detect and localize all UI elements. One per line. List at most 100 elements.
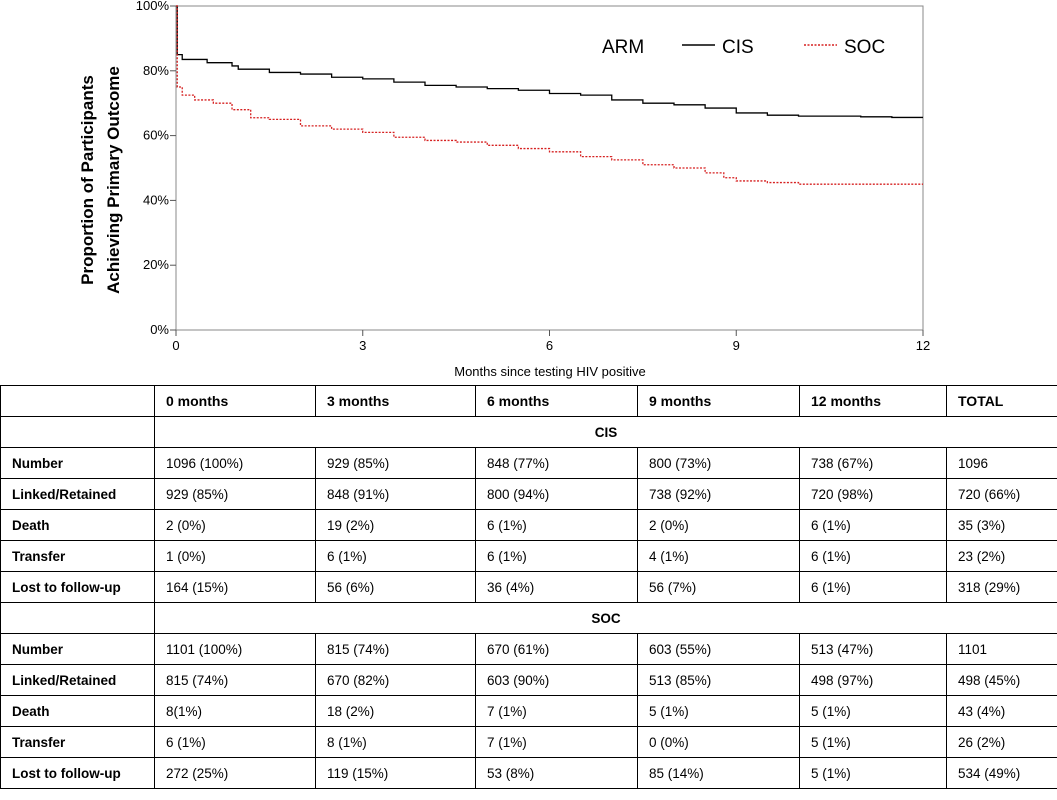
table-cell: 6 (1%) [475, 509, 638, 541]
table-cell: 498 (45%) [946, 664, 1057, 696]
row-label: Linked/Retained [0, 664, 155, 696]
table-cell: 815 (74%) [154, 664, 316, 696]
table-cell: 720 (66%) [946, 478, 1057, 510]
series-line-cis [176, 5, 923, 119]
chart-series [176, 5, 923, 185]
row-label: Transfer [0, 540, 155, 572]
table-cell: 1 (0%) [154, 540, 316, 572]
table-cell: 815 (74%) [315, 633, 476, 665]
column-header: 9 months [637, 385, 800, 417]
table-cell: 1101 (100%) [154, 633, 316, 665]
table-cell: 738 (67%) [799, 447, 947, 479]
column-header: 0 months [154, 385, 316, 417]
table-cell: 848 (91%) [315, 478, 476, 510]
x-tick-label: 12 [916, 338, 930, 353]
x-tick-label: 3 [359, 338, 366, 353]
table-cell: 26 (2%) [946, 726, 1057, 758]
table-cell: 36 (4%) [475, 571, 638, 603]
y-tick-label: 100% [136, 0, 170, 13]
row-label: Transfer [0, 726, 155, 758]
table-cell: 4 (1%) [637, 540, 800, 572]
table-cell: 498 (97%) [799, 664, 947, 696]
table-cell: 929 (85%) [315, 447, 476, 479]
x-tick-label: 0 [172, 338, 179, 353]
legend-title: ARM [602, 37, 644, 58]
y-tick-label: 0% [150, 322, 169, 337]
table-row: Transfer 6 (1%) 8 (1%) 7 (1%) 0 (0%) 5 (1%) 26… [0, 726, 1057, 758]
table-cell: 6 (1%) [799, 540, 947, 572]
group-spacer-cell [0, 602, 155, 634]
table-cell: 603 (90%) [475, 664, 638, 696]
table-cell: 1101 [946, 633, 1057, 665]
outcome-table: 0 months 3 months 6 months 9 months 12 month… [0, 385, 1057, 789]
table-cell: 8 (1%) [315, 726, 476, 758]
table-cell: 800 (94%) [475, 478, 638, 510]
table-cell: 119 (15%) [315, 757, 476, 789]
table-cell: 5 (1%) [799, 726, 947, 758]
y-tick-label: 20% [143, 257, 169, 272]
table-header-row: 0 months 3 months 6 months 9 months 12 month… [0, 385, 1057, 417]
x-axis-label: Months since testing HIV positive [454, 364, 645, 379]
table-cell: 800 (73%) [637, 447, 800, 479]
table-cell: 6 (1%) [154, 726, 316, 758]
table-cell: 603 (55%) [637, 633, 800, 665]
table-cell: 0 (0%) [637, 726, 800, 758]
chart-legend: ARM CIS SOC [602, 37, 885, 58]
group-header-row: CIS [0, 416, 1057, 448]
table-cell: 513 (85%) [637, 664, 800, 696]
table-cell: 1096 [946, 447, 1057, 479]
table-row: Death 8(1%) 18 (2%) 7 (1%) 5 (1%) 5 (1%) 43 (4… [0, 695, 1057, 727]
table-cell: 670 (82%) [315, 664, 476, 696]
table-cell: 164 (15%) [154, 571, 316, 603]
row-label: Number [0, 447, 155, 479]
table-row: Number 1101 (100%) 815 (74%) 670 (61%) 603 (… [0, 633, 1057, 665]
table-cell: 513 (47%) [799, 633, 947, 665]
table-row: Linked/Retained 929 (85%) 848 (91%) 800 (94… [0, 478, 1057, 510]
table-cell: 8(1%) [154, 695, 316, 727]
outcome-table-container: 0 months 3 months 6 months 9 months 12 month… [0, 385, 1057, 789]
table-cell: 2 (0%) [637, 509, 800, 541]
table-row: Linked/Retained 815 (74%) 670 (82%) 603 (90… [0, 664, 1057, 696]
table-cell: 6 (1%) [315, 540, 476, 572]
table-cell: 670 (61%) [475, 633, 638, 665]
table-cell: 738 (92%) [637, 478, 800, 510]
row-label: Lost to follow-up [0, 757, 155, 789]
table-row: Lost to follow-up 164 (15%) 56 (6%) 36 (4%)… [0, 571, 1057, 603]
column-header [0, 385, 155, 417]
row-label: Death [0, 695, 155, 727]
series-line-soc [176, 5, 923, 185]
plot-frame [175, 5, 924, 331]
chart-axes [175, 5, 924, 331]
group-header: CIS [154, 416, 1057, 448]
table-cell: 85 (14%) [637, 757, 800, 789]
table-row: Death 2 (0%) 19 (2%) 6 (1%) 2 (0%) 6 (1%) 35 (… [0, 509, 1057, 541]
km-chart-svg: 0% 20% 40% 60% 80% 100% 0 3 6 9 12 ARM CIS SOC Propo… [78, 0, 930, 379]
table-cell: 35 (3%) [946, 509, 1057, 541]
row-label: Death [0, 509, 155, 541]
km-chart: 0% 20% 40% 60% 80% 100% 0 3 6 9 12 ARM CIS SOC Propo… [0, 0, 1057, 384]
y-tick-label: 60% [143, 128, 169, 143]
column-header: 3 months [315, 385, 476, 417]
table-row: Transfer 1 (0%) 6 (1%) 6 (1%) 4 (1%) 6 (1%) 23… [0, 540, 1057, 572]
table-cell: 6 (1%) [799, 509, 947, 541]
table-cell: 23 (2%) [946, 540, 1057, 572]
table-cell: 2 (0%) [154, 509, 316, 541]
column-header: TOTAL [946, 385, 1057, 417]
chart-ticks: 0% 20% 40% 60% 80% 100% 0 3 6 9 12 [136, 0, 930, 353]
y-axis-label-line-2: Achieving Primary Outcome [104, 66, 123, 294]
table-cell: 848 (77%) [475, 447, 638, 479]
group-header-row: SOC [0, 602, 1057, 634]
table-row: Lost to follow-up 272 (25%) 119 (15%) 53 (8… [0, 757, 1057, 789]
row-label: Number [0, 633, 155, 665]
table-cell: 929 (85%) [154, 478, 316, 510]
table-cell: 6 (1%) [799, 571, 947, 603]
group-spacer-cell [0, 416, 155, 448]
table-cell: 720 (98%) [799, 478, 947, 510]
table-cell: 7 (1%) [475, 695, 638, 727]
legend-label-cis: CIS [722, 37, 754, 58]
table-cell: 1096 (100%) [154, 447, 316, 479]
table-cell: 43 (4%) [946, 695, 1057, 727]
table-cell: 56 (6%) [315, 571, 476, 603]
y-tick-label: 40% [143, 192, 169, 207]
group-header: SOC [154, 602, 1057, 634]
